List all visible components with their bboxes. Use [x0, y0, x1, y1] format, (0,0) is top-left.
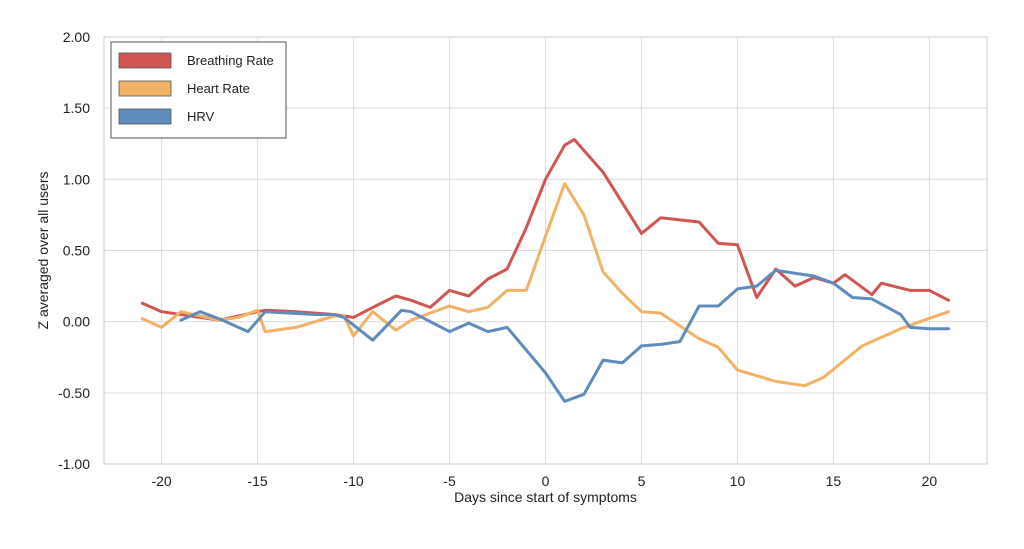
- legend-swatch: [118, 108, 172, 125]
- x-tick-label: 15: [826, 473, 842, 489]
- x-tick-label: 0: [542, 473, 550, 489]
- x-tick-label: -20: [151, 473, 171, 489]
- x-tick-label: -10: [343, 473, 363, 489]
- y-axis-ticks: -1.00 -0.50 0.00 0.50 1.00 1.50 2.00: [58, 29, 90, 472]
- legend-label: Breathing Rate: [187, 53, 274, 68]
- y-axis-title: Z averaged over all users: [35, 172, 51, 330]
- x-tick-label: 10: [730, 473, 746, 489]
- legend-swatch: [118, 52, 172, 69]
- x-tick-label: -15: [247, 473, 267, 489]
- x-tick-label: -5: [443, 473, 456, 489]
- y-tick-label: 2.00: [63, 29, 90, 45]
- y-tick-label: -0.50: [58, 385, 90, 401]
- plot-area-frame: [103, 36, 988, 465]
- x-axis-ticks: -20 -15 -10 -5 0 5 10 15 20: [151, 473, 937, 489]
- legend-swatch: [118, 80, 172, 97]
- legend-label: HRV: [187, 109, 215, 124]
- legend: Breathing Rate Heart Rate HRV: [110, 41, 287, 139]
- y-tick-label: -1.00: [58, 456, 90, 472]
- y-tick-label: 0.50: [63, 243, 90, 259]
- y-tick-label: 1.00: [63, 171, 90, 187]
- y-tick-label: 1.50: [63, 100, 90, 116]
- x-axis-title: Days since start of symptoms: [454, 489, 637, 505]
- legend-label: Heart Rate: [187, 81, 250, 96]
- series-line-heart-rate: [140, 182, 951, 388]
- x-tick-label: 5: [638, 473, 646, 489]
- series-layer: [140, 138, 951, 403]
- series-line-hrv: [179, 268, 951, 403]
- y-tick-label: 0.00: [63, 314, 90, 330]
- x-tick-label: 20: [922, 473, 938, 489]
